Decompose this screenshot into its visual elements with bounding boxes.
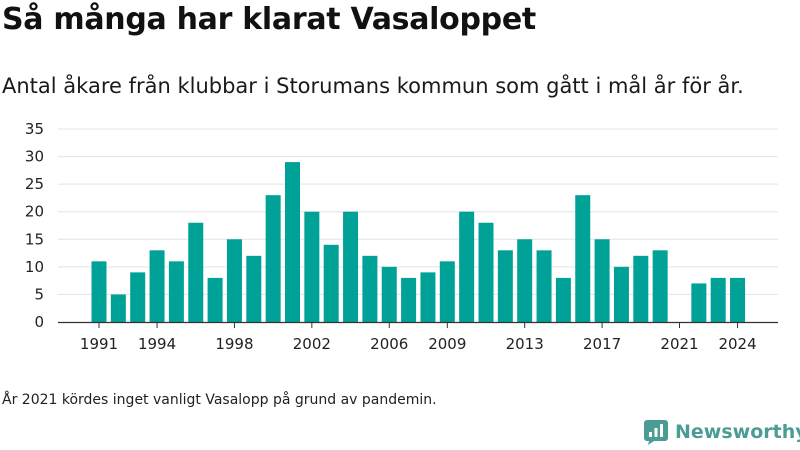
y-tick-label: 5 xyxy=(34,285,44,303)
bar-2014 xyxy=(536,250,552,322)
bar-chart: 0 5 10 15 20 25 30 35 1991 1994 1998 2002 2006 2009 2… xyxy=(25,120,778,353)
bar-2002 xyxy=(304,211,320,322)
bar-2010 xyxy=(459,211,475,322)
newsworthy-logo-text: Newsworthy xyxy=(675,421,800,443)
bar-2007 xyxy=(401,277,417,322)
bar-2012 xyxy=(497,250,513,322)
bar-2013 xyxy=(517,239,533,322)
bar-2003 xyxy=(323,244,339,322)
y-tick-label: 0 xyxy=(34,313,44,331)
bar-1998 xyxy=(226,239,242,322)
bar-2020 xyxy=(652,250,668,322)
newsworthy-logo: Newsworthy xyxy=(644,419,800,445)
x-tick-label: 1994 xyxy=(138,335,176,353)
x-tick-label: 2006 xyxy=(370,335,408,353)
bar-1992 xyxy=(110,294,126,322)
x-tick-label: 2009 xyxy=(428,335,466,353)
x-tick-label: 1991 xyxy=(80,335,118,353)
bar-2015 xyxy=(555,277,571,322)
y-tick-label: 30 xyxy=(25,148,44,166)
x-tick-label: 2017 xyxy=(583,335,621,353)
bar-1995 xyxy=(168,261,184,322)
bar-2005 xyxy=(362,255,378,322)
x-tick-label: 2013 xyxy=(506,335,544,353)
gridlines xyxy=(58,128,778,295)
newsworthy-logo-icon xyxy=(644,420,668,445)
x-tick-label: 1998 xyxy=(215,335,253,353)
bar-2006 xyxy=(381,266,397,322)
bar-2004 xyxy=(343,211,359,322)
bar-2019 xyxy=(633,255,649,322)
bar-1991 xyxy=(91,261,107,322)
chart-subtitle: Antal åkare från klubbar i Storumans kom… xyxy=(2,74,744,98)
y-tick-label: 35 xyxy=(25,120,44,138)
bar-2016 xyxy=(575,195,591,322)
bar-2011 xyxy=(478,222,494,322)
bar-2008 xyxy=(420,272,436,322)
bar-2001 xyxy=(285,162,300,322)
x-tick-label: 2024 xyxy=(718,335,756,353)
x-tick-label: 2002 xyxy=(293,335,331,353)
bar-1994 xyxy=(149,250,165,322)
bars xyxy=(91,162,746,322)
bar-1993 xyxy=(130,272,146,322)
bar-2000 xyxy=(265,195,281,322)
y-axis-ticks: 0 5 10 15 20 25 30 35 xyxy=(25,120,44,331)
x-axis: 1991 1994 1998 2002 2006 2009 2013 2017 2021 2024 xyxy=(58,321,778,353)
chart-title: Så många har klarat Vasaloppet xyxy=(2,2,536,37)
bar-2022 xyxy=(691,283,707,322)
bar-2017 xyxy=(594,239,610,322)
footnote: År 2021 kördes inget vanligt Vasalopp på… xyxy=(2,392,437,408)
y-tick-label: 10 xyxy=(25,258,44,276)
bar-1999 xyxy=(246,255,262,322)
bar-2023 xyxy=(710,277,726,322)
y-tick-label: 15 xyxy=(25,230,44,248)
y-tick-label: 20 xyxy=(25,203,44,221)
bar-2009 xyxy=(439,261,455,322)
bar-1997 xyxy=(207,277,223,322)
bar-1996 xyxy=(188,222,204,322)
bar-2024 xyxy=(730,277,746,322)
x-tick-label: 2021 xyxy=(660,335,698,353)
y-tick-label: 25 xyxy=(25,175,44,193)
bar-2018 xyxy=(613,266,629,322)
